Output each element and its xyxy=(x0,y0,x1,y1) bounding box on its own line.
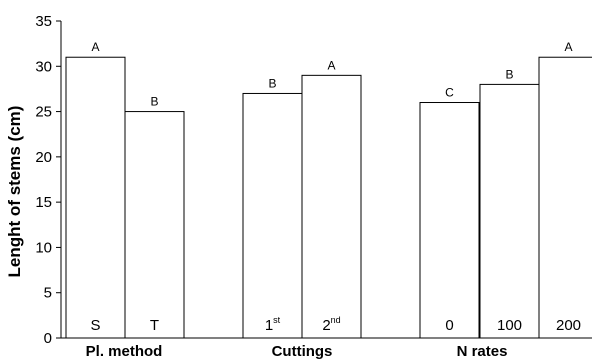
bar-1-0 xyxy=(242,92,303,339)
y-axis-ticks: 0 5 10 15 20 25 30 35 xyxy=(35,13,61,347)
bar-labels: A S B T Pl. method B 1st A 2nd Cuttings C 0 B 100 A 200… xyxy=(86,40,581,360)
bar-category-text: 2 xyxy=(322,317,330,334)
y-tick-label: 15 xyxy=(35,194,52,211)
bar-category-text: S xyxy=(90,317,100,334)
bar-category-label: 1st xyxy=(265,315,281,334)
y-tick-label: 20 xyxy=(35,149,52,166)
bar-category-label: 0 xyxy=(445,317,453,334)
bars xyxy=(65,56,592,339)
bar-2-1 xyxy=(479,83,540,339)
y-tick-label: 25 xyxy=(35,104,52,121)
group-label: N rates xyxy=(457,343,508,360)
significance-letter: A xyxy=(564,40,572,54)
bar-0-1 xyxy=(124,111,185,339)
bar-0-0 xyxy=(65,56,126,339)
bar-category-label: 200 xyxy=(556,317,581,334)
bar-category-text: 100 xyxy=(497,317,522,334)
significance-letter: A xyxy=(327,58,335,72)
bar-category-label: 100 xyxy=(497,317,522,334)
significance-letter: B xyxy=(150,95,158,109)
bar-category-text: T xyxy=(150,317,159,334)
group-label: Cuttings xyxy=(272,343,333,360)
significance-letter: B xyxy=(505,67,513,81)
y-tick-label: 5 xyxy=(44,285,52,302)
bar-category-superscript: st xyxy=(273,315,281,325)
bar-category-superscript: nd xyxy=(331,315,341,325)
significance-letter: B xyxy=(268,76,276,90)
bar-1-1 xyxy=(301,74,362,339)
bar-category-label: 2nd xyxy=(322,315,340,334)
bar-category-text: 1 xyxy=(265,317,273,334)
bar-2-0 xyxy=(419,102,480,339)
bar-category-label: T xyxy=(150,317,159,334)
bar-2-2 xyxy=(538,56,592,339)
y-tick-label: 30 xyxy=(35,58,52,75)
significance-letter: A xyxy=(91,40,99,54)
y-tick-label: 10 xyxy=(35,239,52,256)
y-axis-title: Lenght of stems (cm) xyxy=(5,106,24,278)
y-tick-label: 0 xyxy=(44,330,52,347)
y-tick-label: 35 xyxy=(35,13,52,30)
significance-letter: C xyxy=(445,86,454,100)
bar-category-label: S xyxy=(90,317,100,334)
group-label: Pl. method xyxy=(86,343,163,360)
bar-category-text: 200 xyxy=(556,317,581,334)
bar-category-text: 0 xyxy=(445,317,453,334)
